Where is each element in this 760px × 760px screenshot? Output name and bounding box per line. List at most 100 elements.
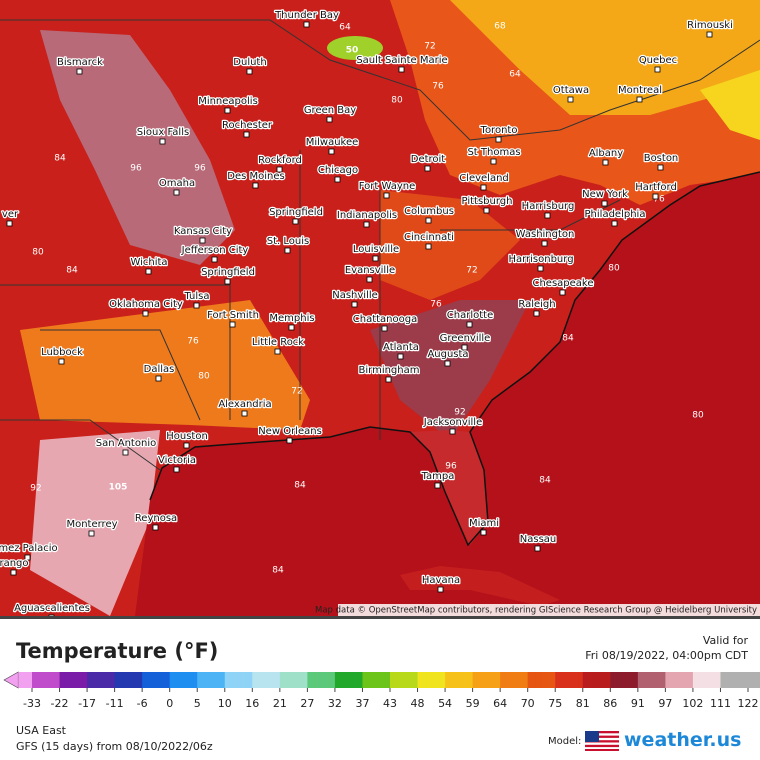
city-label: Chattanooga xyxy=(353,314,417,325)
colorbar-swatch xyxy=(18,672,26,688)
colorbar-swatch xyxy=(52,672,61,688)
city-marker xyxy=(449,428,456,435)
contour-label: 96 xyxy=(194,164,206,174)
city-marker xyxy=(48,614,55,616)
city-label: Des Moines xyxy=(227,171,284,182)
colorbar-swatch xyxy=(114,672,122,688)
colorbar-swatch xyxy=(286,672,295,688)
colorbar-swatch xyxy=(617,672,625,688)
temperature-map: 50 105 64 68 72 76 64 80 84 96 96 80 84 72 76 84 80 76 80 8… xyxy=(0,0,760,616)
colorbar-tick-label: 48 xyxy=(411,697,425,710)
colorbar-swatch xyxy=(569,672,577,688)
city-marker xyxy=(601,200,608,207)
colorbar-swatch xyxy=(637,672,646,688)
city-marker xyxy=(224,278,231,285)
heat-orange-mid xyxy=(380,190,520,300)
city-marker xyxy=(363,221,370,228)
city-label: Sault Sainte Marie xyxy=(356,55,447,66)
colorbar-swatch xyxy=(479,672,487,688)
city-marker xyxy=(495,136,502,143)
colorbar-swatch xyxy=(376,672,384,688)
colorbar-swatch xyxy=(596,672,604,688)
colorbar-tick-label: 75 xyxy=(548,697,562,710)
city-label: New York xyxy=(582,189,628,200)
colorbar-tick-label: 16 xyxy=(245,697,259,710)
colorbar-swatch xyxy=(692,672,701,688)
city-label: Duluth xyxy=(233,57,266,68)
colorbar-swatch xyxy=(555,672,563,688)
colorbar-swatch xyxy=(720,672,728,688)
colorbar-swatch xyxy=(279,672,288,688)
colorbar-swatch xyxy=(438,672,446,688)
colorbar-swatch xyxy=(245,672,253,688)
ocean xyxy=(135,172,760,616)
colorbar-swatch xyxy=(651,672,659,688)
contour-labels: 50 105 64 68 72 76 64 80 84 96 96 80 84 72 76 84 80 76 80 8… xyxy=(30,22,704,576)
city-label: Fort Smith xyxy=(207,310,259,321)
city-label: Nassau xyxy=(520,534,557,545)
colorbar-swatch xyxy=(390,672,398,688)
city-marker xyxy=(537,265,544,272)
colorbar-tick-label: -11 xyxy=(106,697,124,710)
colorbar-swatch xyxy=(341,672,350,688)
city-label: Minneapolis xyxy=(198,96,258,107)
city-label: Chicago xyxy=(318,165,358,176)
colorbar-tick-label: -6 xyxy=(137,697,148,710)
city-label: Thunder Bay xyxy=(274,10,339,21)
city-marker xyxy=(173,189,180,196)
city-label: St Thomas xyxy=(467,147,520,158)
city-marker xyxy=(654,66,661,73)
city-marker xyxy=(286,437,293,444)
colorbar-swatch xyxy=(176,672,184,688)
city-marker xyxy=(611,220,618,227)
colorbar-tick-label: -33 xyxy=(23,697,41,710)
colorbar-tick-label: 91 xyxy=(631,697,645,710)
cuba xyxy=(400,566,560,606)
colorbar-swatch xyxy=(197,672,205,688)
city-marker xyxy=(480,529,487,536)
colorbar-swatch xyxy=(87,672,95,688)
colorbar-tick-label: 27 xyxy=(300,697,314,710)
colorbar-swatch xyxy=(183,672,191,688)
city-label: New Orleans xyxy=(258,426,322,437)
city-marker xyxy=(241,410,248,417)
contour-label: 76 xyxy=(432,82,444,92)
colorbar-swatch xyxy=(231,672,240,688)
colorbar-swatch xyxy=(445,672,453,688)
colorbar-swatch xyxy=(451,672,460,688)
city-label: Victoria xyxy=(158,455,196,466)
colorbar-swatch xyxy=(513,672,522,688)
city-marker xyxy=(152,524,159,531)
colorbar-swatch xyxy=(630,672,639,688)
contour-label: 84 xyxy=(66,266,78,276)
contour-label: 76 xyxy=(187,337,199,347)
city-marker xyxy=(6,220,13,227)
colorbar-swatch xyxy=(403,672,412,688)
city-label: Washington xyxy=(516,229,575,240)
colorbar-swatch xyxy=(362,672,370,688)
city-label: Fort Wayne xyxy=(359,181,416,192)
city-label: Havana xyxy=(422,575,460,586)
colorbar-swatch xyxy=(66,672,74,688)
colorbar-swatch xyxy=(610,672,618,688)
city-marker xyxy=(284,247,291,254)
colorbar-swatch xyxy=(128,672,136,688)
colorbar-swatch xyxy=(541,672,549,688)
city-marker xyxy=(372,255,379,262)
city-label: Quebec xyxy=(639,55,677,66)
colorbar-tick-label: 43 xyxy=(383,697,397,710)
city-marker xyxy=(229,321,236,328)
colorbar-tick-label: 59 xyxy=(466,697,480,710)
model-label: Model: xyxy=(548,736,582,747)
city-marker xyxy=(381,325,388,332)
city-label: Montreal xyxy=(618,85,662,96)
city-marker xyxy=(246,68,253,75)
colorbar-swatch xyxy=(217,672,226,688)
colorbar-swatch xyxy=(314,672,322,688)
city-marker xyxy=(706,31,713,38)
colorbar-swatch xyxy=(741,672,749,688)
colorbar-swatch xyxy=(59,672,67,688)
city-marker xyxy=(541,240,548,247)
region: USA East xyxy=(16,724,66,737)
city-marker xyxy=(567,96,574,103)
